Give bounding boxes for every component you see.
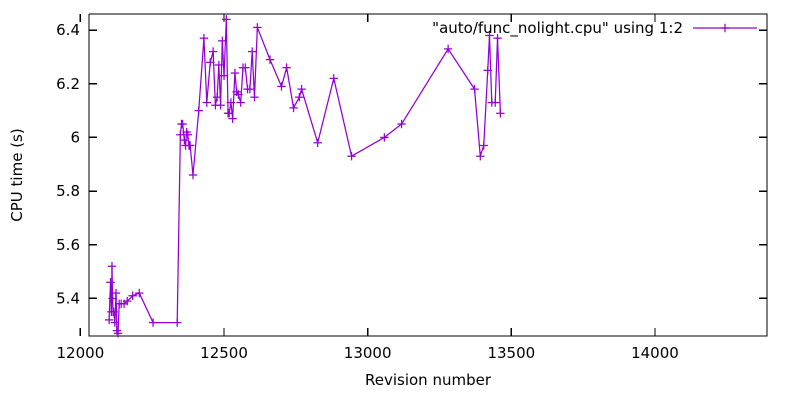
data-point-marker	[253, 23, 262, 32]
data-point-marker	[216, 101, 225, 110]
data-point-marker	[397, 119, 406, 129]
data-point-marker	[226, 98, 236, 107]
x-tick-label: 14000	[631, 344, 679, 362]
x-tick-label: 12500	[200, 344, 248, 362]
data-point-marker	[245, 84, 255, 94]
data-point-marker	[443, 44, 453, 54]
data-point-marker	[247, 47, 257, 56]
plot-frame	[88, 13, 768, 337]
chart-legend: "auto/func_nolight.cpu" using 1:2	[432, 19, 757, 38]
data-point-marker	[178, 119, 187, 129]
data-point-marker	[493, 33, 502, 43]
data-point-marker	[108, 294, 117, 303]
y-tick-label: 6.2	[56, 75, 80, 93]
data-point-marker	[188, 170, 198, 180]
x-axis-title: Revision number	[365, 371, 492, 389]
legend-entry-label: "auto/func_nolight.cpu" using 1:2	[432, 19, 683, 38]
data-point-marker	[347, 152, 356, 161]
x-axis: 12000 12500 13000 13500 14000	[57, 14, 679, 362]
data-point-marker	[222, 15, 231, 24]
data-point-marker	[485, 31, 494, 40]
data-point-marker	[230, 68, 240, 78]
data-point-marker	[176, 130, 185, 139]
data-series-group	[104, 15, 505, 338]
data-point-marker	[277, 82, 286, 91]
data-point-marker	[148, 318, 158, 327]
data-point-marker	[236, 98, 245, 107]
data-point-marker	[313, 138, 322, 147]
series-line	[108, 19, 502, 334]
data-point-marker	[202, 98, 211, 107]
data-point-marker	[496, 109, 505, 118]
data-point-marker	[228, 114, 237, 123]
y-tick-label: 6.4	[56, 21, 80, 39]
data-point-marker	[380, 133, 389, 142]
y-tick-label: 6	[70, 128, 80, 146]
data-point-marker	[234, 90, 243, 99]
data-point-marker	[289, 103, 298, 113]
data-point-marker	[194, 106, 203, 115]
data-point-marker	[109, 307, 118, 317]
data-point-marker	[470, 84, 479, 94]
data-point-marker	[106, 278, 115, 287]
data-point-marker	[329, 74, 338, 83]
data-point-marker	[135, 288, 144, 298]
y-axis-title: CPU time (s)	[8, 128, 26, 221]
data-point-marker	[214, 60, 224, 70]
data-point-marker	[107, 262, 117, 271]
data-point-marker	[110, 318, 120, 327]
data-point-marker	[113, 329, 123, 338]
data-point-marker	[172, 318, 182, 327]
legend-sample-marker	[720, 23, 730, 33]
data-point-marker	[491, 98, 500, 107]
y-tick-label: 5.6	[56, 236, 80, 254]
data-point-marker	[282, 63, 291, 72]
y-axis: 5.4 5.6 5.8 6 6.2 6.4	[56, 21, 767, 307]
data-point-marker	[295, 92, 304, 102]
data-point-marker	[199, 33, 209, 43]
data-point-marker	[219, 71, 229, 80]
data-point-marker	[206, 58, 215, 67]
data-point-marker	[111, 288, 121, 298]
data-point-marker	[185, 141, 195, 150]
data-point-marker	[104, 315, 114, 325]
data-point-marker	[297, 84, 306, 94]
x-tick-label: 13500	[487, 344, 535, 362]
y-tick-label: 5.4	[56, 289, 80, 307]
data-point-marker	[241, 63, 250, 72]
data-point-marker	[123, 296, 132, 306]
data-point-marker	[483, 66, 492, 75]
data-point-marker	[224, 109, 234, 118]
data-point-marker	[265, 55, 275, 64]
data-point-marker	[180, 135, 189, 145]
data-point-marker	[476, 152, 485, 161]
data-point-marker	[208, 47, 218, 56]
data-point-marker	[128, 291, 137, 300]
x-tick-label: 13000	[344, 344, 392, 362]
data-point-marker	[479, 141, 488, 150]
y-tick-label: 5.8	[56, 182, 80, 200]
data-point-marker	[218, 36, 227, 46]
data-point-marker	[183, 130, 193, 139]
x-tick-label: 12000	[57, 344, 105, 362]
data-point-marker	[250, 92, 259, 102]
data-point-marker	[212, 92, 222, 102]
